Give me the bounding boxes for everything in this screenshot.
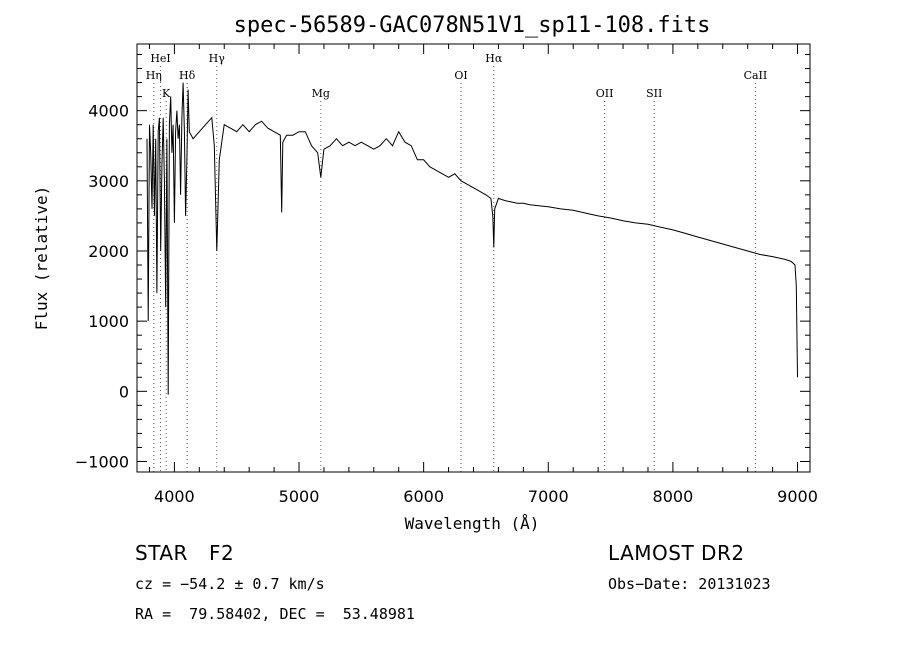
spectral-line-markers: HeI HηK Hδ Hγ Mg OI Hα OII SII CaII xyxy=(146,52,768,472)
coordinates: RA = 79.58402, DEC = 53.48981 xyxy=(135,605,415,623)
y-tick-label: 4000 xyxy=(88,102,129,121)
x-tick-label: 8000 xyxy=(653,487,694,506)
x-tick-label: 5000 xyxy=(279,487,320,506)
spectral-line-label: HeI xyxy=(150,52,170,65)
y-tick-label: 1000 xyxy=(88,312,129,331)
x-tick-label: 6000 xyxy=(403,487,444,506)
x-tick-label: 7000 xyxy=(528,487,569,506)
spectral-line-label: K xyxy=(162,87,171,100)
observation-date: Obs−Date: 20131023 xyxy=(608,575,771,593)
spectral-line-label: OI xyxy=(454,69,467,82)
redshift-value: cz = −54.2 ± 0.7 km/s xyxy=(135,575,325,593)
spectral-line-label: Hδ xyxy=(179,69,196,82)
x-tick-label: 4000 xyxy=(154,487,195,506)
spectral-line-label: Hα xyxy=(485,52,503,65)
spectral-line-label: Mg xyxy=(312,87,330,100)
x-axis-label: Wavelength (Å) xyxy=(405,514,540,533)
spectral-line-label: CaII xyxy=(744,69,768,82)
y-tick-label: 3000 xyxy=(88,172,129,191)
spectral-line-label: OII xyxy=(596,87,614,100)
spectral-line-label: Hη xyxy=(146,69,162,82)
spectral-line-label: SII xyxy=(646,87,662,100)
y-tick-label: 0 xyxy=(119,382,129,401)
spectrum-line xyxy=(146,82,798,395)
y-axis: −1000 0 1000 2000 3000 4000 xyxy=(75,54,810,471)
survey-name: LAMOST DR2 xyxy=(608,541,745,565)
chart-title: spec-56589-GAC078N51V1_sp11-108.fits xyxy=(234,13,711,38)
x-tick-label: 9000 xyxy=(777,487,818,506)
y-tick-label: −1000 xyxy=(75,452,129,471)
y-axis-label: Flux (relative) xyxy=(32,186,51,331)
object-class: STAR xyxy=(135,541,188,565)
spectral-line-label: Hγ xyxy=(209,52,226,65)
y-tick-label: 2000 xyxy=(88,242,129,261)
plot-frame xyxy=(136,43,811,473)
spectral-subclass: F2 xyxy=(209,541,235,565)
x-axis: 4000 5000 6000 7000 8000 9000 xyxy=(148,44,818,506)
